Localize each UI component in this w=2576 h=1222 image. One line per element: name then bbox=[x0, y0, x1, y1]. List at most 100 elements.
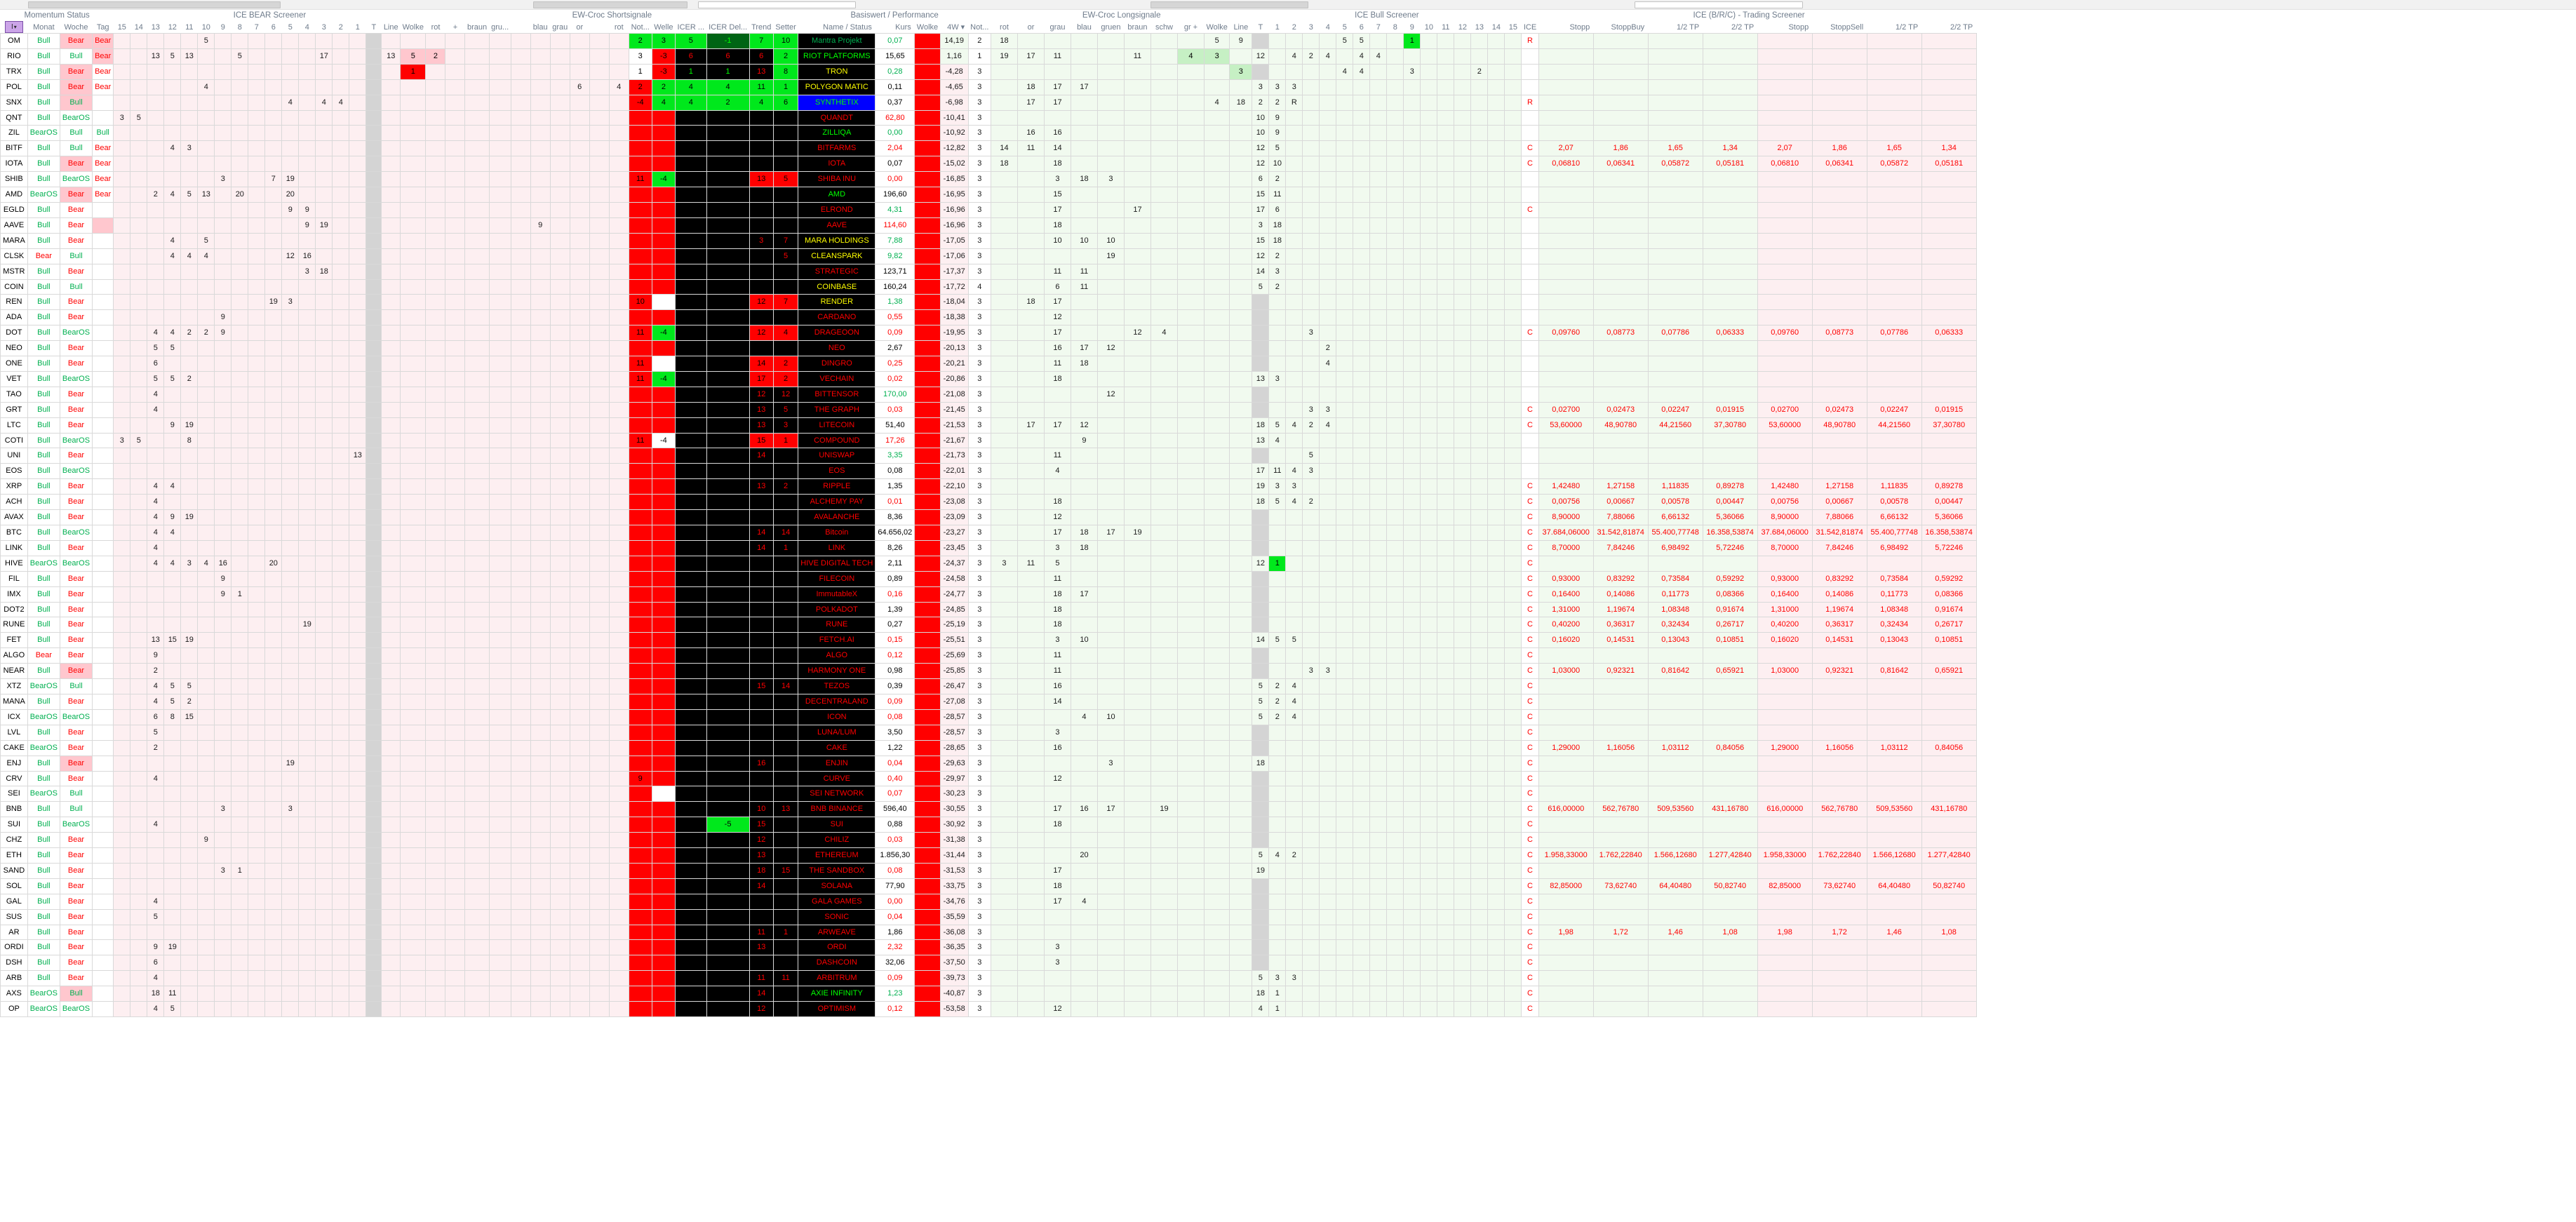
cell-icebear-9[interactable] bbox=[214, 478, 232, 495]
cell-mid-setter[interactable] bbox=[772, 463, 799, 480]
cell-4w[interactable]: -24,37 bbox=[939, 555, 969, 572]
cell-icebear-3[interactable] bbox=[315, 525, 333, 541]
cell-icebull-6[interactable] bbox=[1353, 539, 1371, 556]
cell-ice-flag[interactable]: C bbox=[1521, 601, 1539, 618]
cell-ewlong-braun[interactable] bbox=[1123, 801, 1151, 818]
cell-ice-flag[interactable] bbox=[1521, 232, 1539, 249]
cell-ewlong-grau[interactable]: 12 bbox=[1043, 770, 1071, 787]
cell-icebear-Wolke[interactable] bbox=[400, 555, 427, 572]
cell-ewshort-x1[interactable] bbox=[510, 140, 531, 157]
cell-ewlong-grau[interactable]: 17 bbox=[1043, 294, 1071, 311]
cell-icebear-5[interactable] bbox=[281, 586, 300, 603]
cell-ewlong-blau[interactable]: 18 bbox=[1070, 171, 1098, 188]
col-header-bu_12[interactable]: 12 bbox=[1454, 21, 1471, 34]
cell-ewshort-braun[interactable] bbox=[464, 294, 490, 311]
cell-momentum-tag[interactable] bbox=[92, 555, 114, 572]
cell-icebear-4[interactable] bbox=[298, 94, 316, 111]
cell-name-status[interactable]: DECENTRALAND bbox=[798, 693, 876, 710]
cell-ewshort-or[interactable] bbox=[569, 878, 590, 894]
cell-mid-icerdel[interactable] bbox=[706, 586, 750, 603]
cell-4w[interactable]: -26,47 bbox=[939, 678, 969, 694]
cell-ewlong-rot[interactable] bbox=[990, 939, 1018, 956]
cell-icebull-4[interactable] bbox=[1319, 370, 1337, 387]
cell-mid-icer[interactable] bbox=[675, 309, 707, 326]
cell-icebull-6[interactable] bbox=[1353, 908, 1371, 925]
cell-mid-setter[interactable]: 10 bbox=[772, 33, 799, 49]
cell-icebear-14[interactable] bbox=[130, 340, 148, 357]
cell-icebull-5[interactable] bbox=[1336, 663, 1354, 680]
cell-icebear-12[interactable]: 15 bbox=[163, 632, 182, 649]
cell-ewlong-schw[interactable] bbox=[1150, 463, 1178, 480]
cell-trade-tp2[interactable]: 1.277,42840 bbox=[1702, 847, 1758, 864]
cell-icebear-1[interactable] bbox=[349, 417, 367, 434]
cell-icebear-1[interactable] bbox=[349, 401, 367, 418]
cell-icebull-T[interactable] bbox=[1252, 340, 1270, 357]
cell-icebear-9[interactable]: 9 bbox=[214, 586, 232, 603]
cell-icebull-13[interactable] bbox=[1470, 693, 1489, 710]
cell-mid-trend[interactable]: 12 bbox=[749, 832, 774, 849]
cell-icebull-1[interactable] bbox=[1268, 33, 1287, 49]
cell-icebear-10[interactable] bbox=[197, 862, 215, 879]
cell-ewlong-blau[interactable] bbox=[1070, 63, 1098, 80]
cell-trade-tp2b[interactable]: 0,06333 bbox=[1921, 325, 1977, 342]
cell-icebull-7[interactable] bbox=[1369, 432, 1388, 449]
cell-ice-flag[interactable]: C bbox=[1521, 832, 1539, 849]
cell-momentum-woche[interactable]: Bear bbox=[59, 955, 93, 972]
cell-icebull-3[interactable]: 3 bbox=[1302, 401, 1320, 418]
cell-icebull-8[interactable] bbox=[1386, 140, 1404, 157]
cell-ewshort-x2[interactable] bbox=[589, 908, 610, 925]
row-ticker[interactable]: ICX bbox=[0, 709, 28, 725]
cell-trade-tp1[interactable]: 0,00578 bbox=[1647, 494, 1703, 511]
cell-ewshort-gru[interactable] bbox=[488, 693, 511, 710]
cell-mid-setter[interactable] bbox=[772, 755, 799, 772]
cell-mid-icer[interactable] bbox=[675, 908, 707, 925]
cell-icebull-3[interactable] bbox=[1302, 617, 1320, 633]
cell-icebear-2[interactable] bbox=[332, 586, 350, 603]
cell-icebull-3[interactable]: 3 bbox=[1302, 325, 1320, 342]
cell-ewshort-rot[interactable] bbox=[425, 140, 446, 157]
cell-icebull-5[interactable]: 4 bbox=[1336, 63, 1354, 80]
cell-trade-tp1[interactable] bbox=[1647, 370, 1703, 387]
cell-ewshort-grau[interactable] bbox=[549, 525, 570, 541]
cell-notiz[interactable]: 3 bbox=[967, 847, 991, 864]
cell-icebear-8[interactable] bbox=[231, 601, 249, 618]
cell-kurs[interactable]: 0,09 bbox=[875, 325, 915, 342]
cell-ewshort-or[interactable] bbox=[569, 663, 590, 680]
cell-mid-icer[interactable] bbox=[675, 601, 707, 618]
cell-icebull-6[interactable] bbox=[1353, 232, 1371, 249]
cell-name-status[interactable]: POLYGON MATIC bbox=[798, 79, 876, 95]
cell-trade-stoppsell[interactable] bbox=[1811, 908, 1867, 925]
cell-icebear-10[interactable] bbox=[197, 63, 215, 80]
cell-mid-welle[interactable] bbox=[651, 908, 676, 925]
cell-icebear-15[interactable] bbox=[113, 755, 131, 772]
cell-ewshort-or[interactable] bbox=[569, 386, 590, 403]
cell-trade-tp1b[interactable] bbox=[1866, 109, 1922, 126]
cell-trade-tp2[interactable] bbox=[1702, 755, 1758, 772]
cell-ewlong-grplus[interactable]: 4 bbox=[1176, 48, 1205, 65]
cell-icebear-14[interactable] bbox=[130, 955, 148, 972]
cell-ewshort-rot[interactable] bbox=[425, 33, 446, 49]
cell-trade-tp2b[interactable]: 1.277,42840 bbox=[1921, 847, 1977, 864]
cell-ewshort-rot[interactable] bbox=[425, 232, 446, 249]
cell-icebull-5[interactable] bbox=[1336, 924, 1354, 941]
cell-icebull-8[interactable] bbox=[1386, 847, 1404, 864]
cell-trade-tp2b[interactable]: 0,84056 bbox=[1921, 739, 1977, 756]
cell-ewshort-gru[interactable] bbox=[488, 955, 511, 972]
cell-trade-tp2b[interactable] bbox=[1921, 79, 1977, 95]
col-header-tr_stopp2[interactable]: Stopp bbox=[1757, 21, 1813, 34]
cell-icebull-1[interactable] bbox=[1268, 893, 1287, 910]
cell-icebear-14[interactable] bbox=[130, 693, 148, 710]
cell-ewshort-rot[interactable] bbox=[425, 325, 446, 342]
cell-icebear-15[interactable] bbox=[113, 770, 131, 787]
cell-icebear-15[interactable] bbox=[113, 663, 131, 680]
cell-ewshort-rot[interactable] bbox=[425, 539, 446, 556]
cell-icebear-T[interactable] bbox=[365, 786, 382, 803]
cell-wolke[interactable] bbox=[914, 125, 941, 142]
cell-mid-welle[interactable] bbox=[651, 463, 676, 480]
cell-kurs[interactable]: 0,28 bbox=[875, 63, 915, 80]
cell-icebear-13[interactable] bbox=[147, 294, 165, 311]
cell-trade-tp2[interactable] bbox=[1702, 48, 1758, 65]
cell-ewshort-x1[interactable] bbox=[510, 187, 531, 203]
cell-icebull-4[interactable] bbox=[1319, 647, 1337, 664]
cell-mid-icerdel[interactable] bbox=[706, 278, 750, 295]
